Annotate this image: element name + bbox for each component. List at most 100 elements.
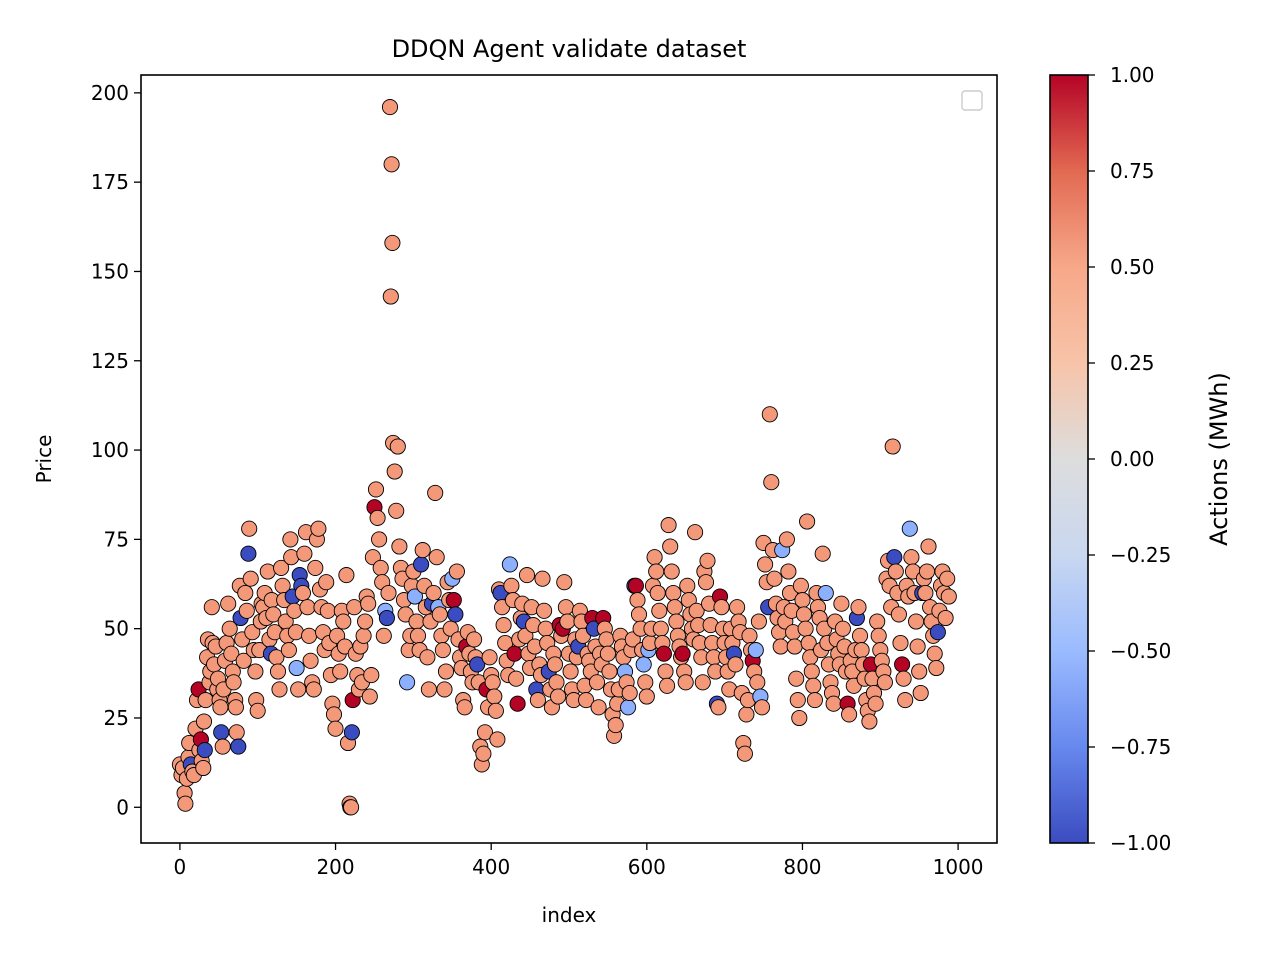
scatter-point [699,552,716,569]
y-axis: 0 25 50 75 100 125 150 175 200 [91,81,141,819]
scatter-point [786,638,803,655]
scatter-point [861,713,878,730]
scatter-point [235,652,252,669]
scatter-point [736,745,753,762]
scatter-point [750,613,767,630]
scatter-point [757,556,774,573]
scatter-point [223,645,240,662]
scatter-point [466,631,483,648]
scatter-point [220,595,237,612]
scatter-point [795,606,813,623]
colorbar-tick-label: −0.50 [1110,639,1171,663]
scatter-point [427,484,444,501]
scatter-point [892,634,909,652]
scatter-point [635,656,652,673]
scatter-point [375,627,392,644]
scatter-point [419,649,436,666]
scatter-point [227,699,244,716]
scatter-point [741,627,758,644]
scatter-point [788,670,805,687]
scatter-point [244,624,261,641]
scatter-point [648,563,665,580]
scatter-point [662,538,679,555]
scatter-point [346,599,363,616]
scatter-point [903,549,920,566]
scatter-point [409,627,427,644]
scatter-point [665,584,682,602]
scatter-point [886,549,903,566]
scatter-point [177,795,194,812]
scatter-point [388,502,405,519]
scatter-point [901,520,918,537]
scatter-point [302,652,319,669]
x-axis: 0 200 400 600 800 1000 [174,843,984,879]
scatter-point [343,799,360,816]
scatter-point [753,699,771,716]
scatter-point [663,563,680,580]
scatter-point [508,670,525,687]
scatter-point [420,681,437,698]
scatter-point [380,584,397,602]
scatter-point [475,745,492,762]
scatter-point [694,674,711,691]
scatter-point [265,606,282,623]
scatter-point [679,577,696,594]
scatter-point [799,513,816,530]
scatter-point [469,656,486,673]
scatter-point [361,688,378,705]
colorbar-tick-label: −0.25 [1110,543,1171,567]
scatter-point [817,584,834,602]
scatter-point [196,742,213,759]
scatter-point [867,695,884,712]
scatter-point [203,599,220,616]
x-tick-label: 1000 [933,855,984,879]
scatter-point [897,692,914,709]
scatter-point [780,563,797,580]
scatter-point [307,559,324,576]
scatter-point [290,681,307,698]
scatter-point [548,674,565,691]
scatter-point [805,677,822,694]
scatter-point [937,609,954,627]
scatter-point [383,156,400,173]
scatter-point [588,674,606,691]
scatter-point [550,688,567,705]
scatter-point [332,663,349,680]
scatter-point [851,627,869,644]
scatter-point [869,613,886,630]
scatter-point [651,602,668,619]
scatter-point [697,574,715,591]
y-tick-label: 200 [91,81,129,105]
scatter-point [841,706,858,723]
colorbar-tick-label: −0.75 [1110,735,1171,759]
scatter-point [870,627,887,644]
scatter-point [917,584,934,602]
scatter-point [578,692,595,709]
scatter-point [908,613,925,630]
scatter-points [171,99,957,816]
x-tick-label: 800 [783,855,821,879]
scatter-point [406,588,423,605]
scatter-point [598,631,615,648]
scatter-point [408,613,425,630]
scatter-point [747,642,764,659]
scatter-point [448,563,465,580]
scatter-point [518,567,536,584]
scatter-point [287,624,304,641]
scatter-point [534,570,551,587]
scatter-point [269,663,287,680]
scatter-point [489,731,506,748]
scatter-point [288,659,305,677]
scatter-point [687,524,704,541]
scatter-point [620,699,637,716]
scatter-point [940,588,957,605]
colorbar-label: Actions (MWh) [1205,372,1233,546]
scatter-point [761,406,778,423]
scatter-point [912,684,929,702]
scatter-point [259,563,276,580]
scatter-point [343,724,360,741]
scatter-point [850,599,867,616]
scatter-point [495,617,512,634]
scatter-point [437,663,455,680]
